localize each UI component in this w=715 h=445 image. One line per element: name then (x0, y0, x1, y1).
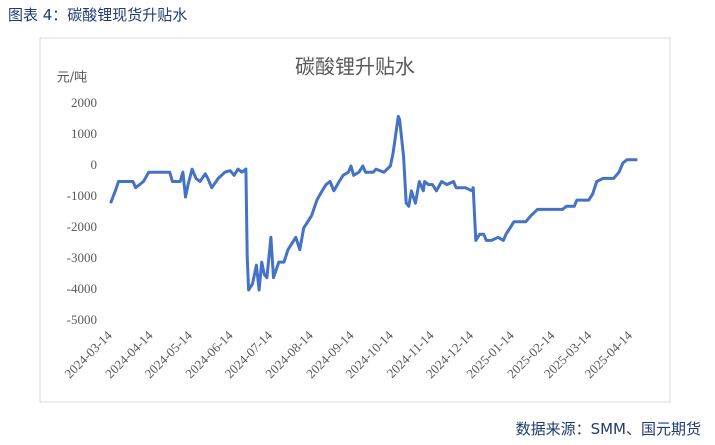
y-tick-label: -1000 (67, 188, 97, 203)
y-tick-label: -2000 (67, 219, 97, 234)
y-tick-label: -4000 (67, 281, 97, 296)
y-tick-label: -5000 (67, 312, 97, 327)
chart-title: 碳酸锂升贴水 (295, 55, 415, 79)
header-title: 图表 4：碳酸锂现货升贴水 (8, 6, 188, 24)
footer-source: 数据来源：SMM、国元期货 (515, 420, 701, 438)
data-line (109, 114, 638, 292)
y-tick-label: 2000 (71, 95, 97, 110)
y-tick-label: 1000 (71, 126, 97, 141)
y-tick-label: -3000 (67, 250, 97, 265)
y-axis-label: 元/吨 (57, 71, 87, 86)
y-tick-label: 0 (91, 157, 98, 172)
chart-frame (39, 37, 671, 403)
